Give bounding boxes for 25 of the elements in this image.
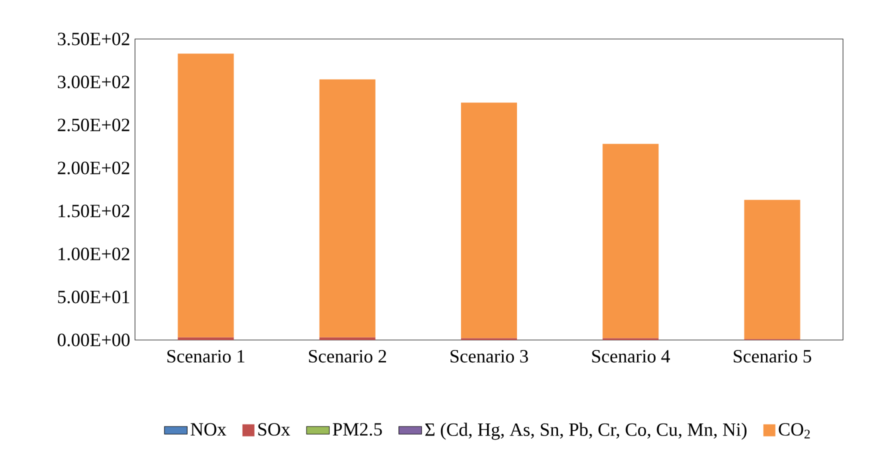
bar	[602, 144, 659, 338]
x-tick-label: Scenario 3	[450, 350, 528, 363]
bar	[178, 54, 234, 338]
legend-label: Σ (Cd, Hg, As, Sn, Pb, Cr, Co, Cu, Mn, Ni)	[425, 422, 746, 440]
y-tick-label: 2.00E+02	[58, 162, 130, 174]
x-tick-label: Scenario 4	[592, 350, 670, 363]
x-tick-label: Scenario 5	[734, 350, 812, 363]
y-tick-label: 3.50E+02	[58, 32, 130, 46]
y-tick-label: 0.00E+00	[58, 334, 130, 346]
legend-label: NOx	[190, 423, 226, 436]
y-tick-label: 1.00E+02	[58, 248, 130, 260]
bar	[178, 337, 234, 340]
bar	[461, 102, 518, 338]
x-tick-label: Scenario 2	[309, 350, 386, 363]
bar	[319, 79, 376, 338]
legend-label: PM2.5	[332, 423, 382, 436]
y-tick-label: 5.00E+01	[58, 290, 130, 304]
legend-label: CO$_{2}$	[778, 423, 810, 438]
bar	[744, 200, 800, 340]
legend-label: SOx	[258, 423, 290, 436]
y-tick-label: 2.50E+02	[58, 118, 130, 132]
y-tick-label: 3.00E+02	[58, 76, 130, 88]
x-tick-label: Scenario 1	[167, 350, 244, 363]
bar	[319, 337, 376, 340]
y-tick-label: 1.50E+02	[58, 204, 130, 218]
